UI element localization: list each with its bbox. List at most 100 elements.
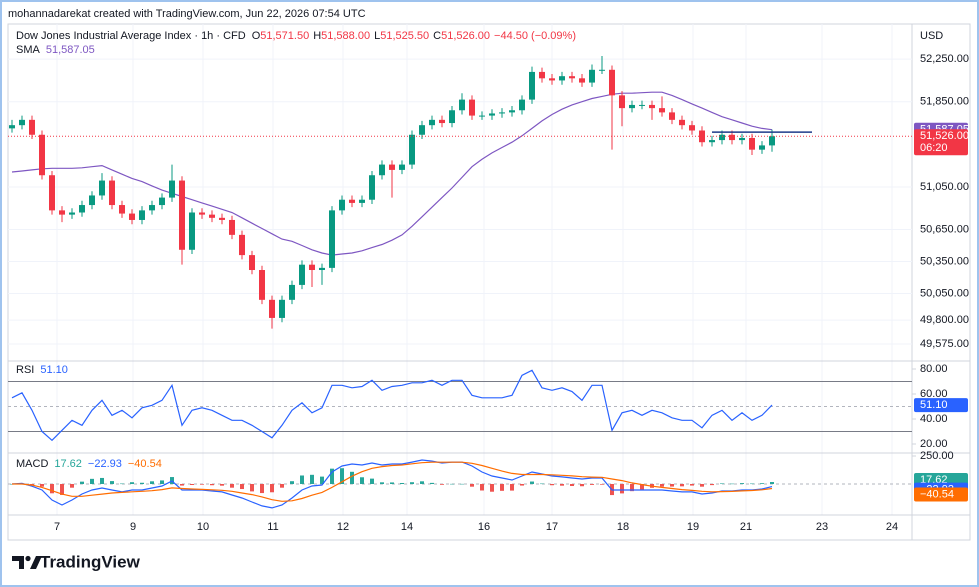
legend: MACD 17.62 −22.93 −40.54 [16,458,162,470]
y-tick-label: 250.00 [920,450,954,462]
candle-body [679,119,685,126]
candle-body [79,205,85,213]
candle-body [379,164,385,176]
macd-line [11,459,773,509]
candle-body [569,76,575,79]
legend: RSI 51.10 [16,364,68,376]
candle-body [89,195,95,206]
legend-item: Dow Jones Industrial Average Index · 1h … [16,30,246,42]
candle-body [159,197,165,206]
candle-body [309,264,315,271]
x-tick-label: 10 [197,521,209,533]
candle-body [19,119,25,126]
logo-dot [25,555,31,562]
legend-item: SMA [16,44,41,56]
histogram-bar [60,483,64,495]
histogram-bar [680,483,684,487]
candle-body [439,119,445,124]
histogram-bar [150,481,154,484]
candle-body [619,95,625,109]
histogram-bar [460,483,464,485]
x-tick-label: 19 [687,521,699,533]
histogram-bar [240,483,244,490]
y-tick-label: 60.00 [920,388,948,400]
y-tick-label: 50,650.00 [920,223,969,235]
candle-body [399,164,405,170]
x-tick-label: 16 [478,521,490,533]
candle-body [729,134,735,141]
legend-item: 51,525.50 [380,30,429,42]
legend-item: 51,571.50 [260,30,309,42]
histogram-bar [580,483,584,487]
histogram-bar [710,483,714,486]
logo-mark [12,556,24,569]
candle-body [429,119,435,126]
candle-body [69,212,75,215]
candle-body [9,125,15,129]
candle-body [179,180,185,250]
candle-body [479,115,485,117]
histogram-bar [50,483,54,494]
candle-body [549,78,555,81]
legend-item: L [374,30,380,42]
y-tick-label: 51,050.00 [920,181,969,193]
candle-body [689,125,695,131]
histogram-bar [320,476,324,484]
histogram-bar [90,478,94,484]
candle-body [719,134,725,141]
candle-body [649,104,655,109]
candle-body [189,212,195,250]
candle-body [469,99,475,116]
y-tick-label: 52,250.00 [920,53,969,65]
histogram-bar [730,483,734,485]
x-tick-label: 7 [54,521,60,533]
candle-body [449,110,455,124]
histogram-bar [550,483,554,486]
histogram-bar [180,483,184,486]
logo-slash [30,556,42,569]
legend-item: H [313,30,321,42]
histogram-bar [670,483,674,487]
histogram-bar [330,468,334,484]
candle-body [259,270,265,300]
logo: TradingView [12,552,141,571]
histogram-bar [450,483,454,485]
histogram-bar [160,480,164,484]
candle-body [329,210,335,268]
histogram-bar [640,483,644,490]
y-tick-label: 50,050.00 [920,287,969,299]
histogram-bar [300,475,304,484]
candle-body [759,145,765,150]
candle-body [559,76,565,81]
y-tick-label: 20.00 [920,438,948,450]
histogram-bar [190,483,194,486]
x-tick-label: 21 [740,521,752,533]
x-tick-label: 18 [617,521,629,533]
indicator-badge [914,487,968,502]
histogram-bar [120,483,124,485]
candle-body [319,267,325,271]
y-tick-label: 50,350.00 [920,255,969,267]
histogram-bar [110,481,114,484]
histogram-bar [350,471,354,484]
candle-body [539,71,545,79]
legend-item: 51,588.00 [321,30,370,42]
candle-body [529,71,535,100]
histogram-bar [430,482,434,484]
candle-body [109,180,115,206]
candle-body [499,112,505,114]
candle-body [709,140,715,143]
histogram-bar [220,483,224,486]
candle-body [589,69,595,83]
histogram-bar [660,483,664,487]
candle-body [39,134,45,176]
legend-item: 51.10 [40,364,68,376]
attribution: mohannadarekat created with TradingView.… [8,8,366,20]
histogram-bar [490,483,494,492]
histogram-bar [400,482,404,484]
candle-body [229,219,235,235]
candle-body [749,137,755,150]
histogram-bar [470,483,474,487]
histogram-bar [540,483,544,485]
